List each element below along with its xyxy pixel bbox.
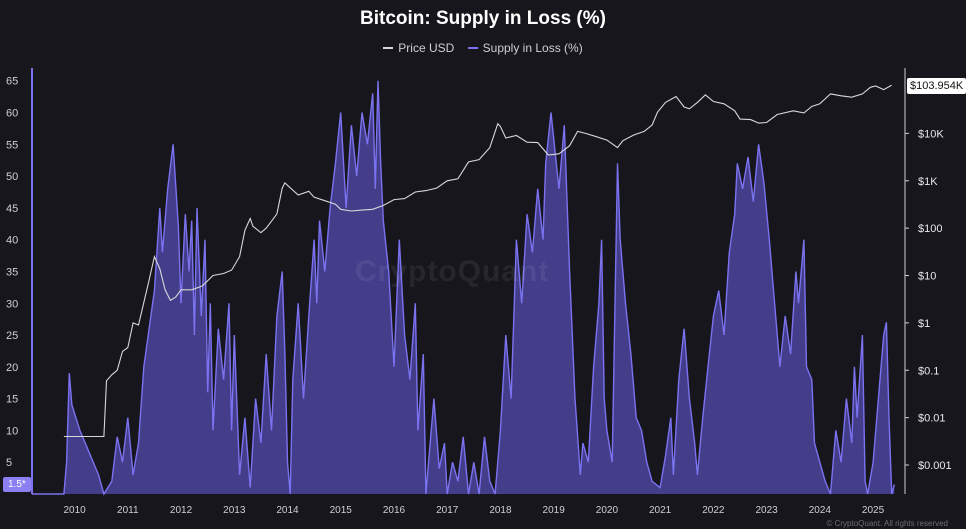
y-left-tick-label: 65 [6,76,18,88]
x-tick-label: 2022 [702,505,725,516]
legend-swatch-supply-in-loss [467,47,478,49]
x-tick-label: 2021 [649,505,672,516]
y-left-tick-label: 50 [6,171,18,183]
x-tick-label: 2016 [383,505,406,516]
chart-legend: Price USD Supply in Loss (%) [0,38,966,55]
y-left-tick-label: 55 [6,139,18,151]
x-tick-label: 2019 [543,505,566,516]
y-right-tick-label: $0.1 [918,365,939,377]
x-tick-label: 2024 [809,505,832,516]
y-left-tick-label: 60 [6,108,18,120]
y-left-tick-label: 20 [6,362,18,374]
y-right-tick-label: $1K [918,176,938,188]
last-price-badge: $103.954K [907,78,966,94]
y-left-tick-label: 30 [6,298,18,310]
y-left-tick-label: 15 [6,394,18,406]
copyright-note: © CryptoQuant. All rights reserved [826,519,949,528]
y-left-tick-label: 25 [6,330,18,342]
last-supply-in-loss-badge: 1.5* [3,477,31,492]
x-tick-label: 2014 [276,505,299,516]
y-left-tick-label: 35 [6,266,18,278]
y-left-tick-label: 10 [6,425,18,437]
y-right-tick-label: $10K [918,128,944,140]
legend-item-supply-in-loss[interactable]: Supply in Loss (%) [467,41,583,55]
price-usd-line [63,84,892,438]
chart-title: Bitcoin: Supply in Loss (%) [360,8,606,29]
supply-in-loss-line [32,80,896,496]
y-left-tick-label: 40 [6,235,18,247]
legend-swatch-price [383,47,394,49]
x-tick-label: 2013 [223,505,246,516]
legend-label-price: Price USD [398,41,455,55]
x-tick-label: 2025 [862,505,885,516]
y-left-tick-label: 45 [6,203,18,215]
x-tick-label: 2015 [330,505,353,516]
y-right-tick-label: $10 [918,271,936,283]
x-tick-label: 2010 [63,505,86,516]
watermark: CryptoQuant [355,255,550,288]
y-right-tick-label: $100 [918,223,942,235]
x-tick-label: 2018 [489,505,512,516]
y-right-tick-label: $1 [918,318,930,330]
y-right-tick-label: $0.001 [918,460,952,472]
x-tick-label: 2011 [117,505,139,516]
legend-item-price[interactable]: Price USD [383,41,454,55]
x-tick-label: 2017 [436,505,459,516]
x-tick-label: 2012 [170,505,193,516]
y-right-tick-label: $0.01 [918,413,946,425]
legend-label-supply-in-loss: Supply in Loss (%) [482,41,583,55]
y-left-tick-label: 5 [6,457,12,469]
x-tick-label: 2023 [755,505,778,516]
x-tick-label: 2020 [596,505,619,516]
